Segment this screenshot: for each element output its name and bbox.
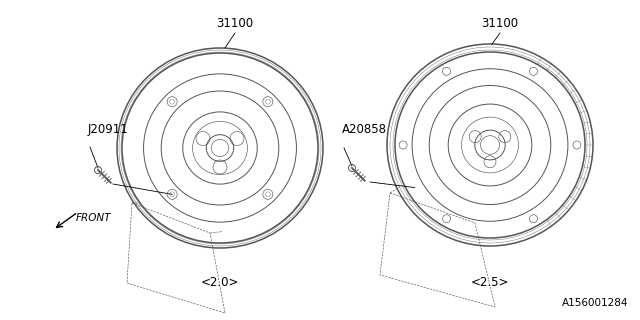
Text: J20911: J20911	[88, 123, 129, 136]
Text: 31100: 31100	[216, 17, 253, 30]
Text: A156001284: A156001284	[561, 298, 628, 308]
Text: 31100: 31100	[481, 17, 518, 30]
Text: A20858: A20858	[342, 123, 387, 136]
Text: FRONT: FRONT	[76, 213, 111, 223]
Text: <2.5>: <2.5>	[471, 276, 509, 289]
Text: <2.0>: <2.0>	[201, 276, 239, 289]
